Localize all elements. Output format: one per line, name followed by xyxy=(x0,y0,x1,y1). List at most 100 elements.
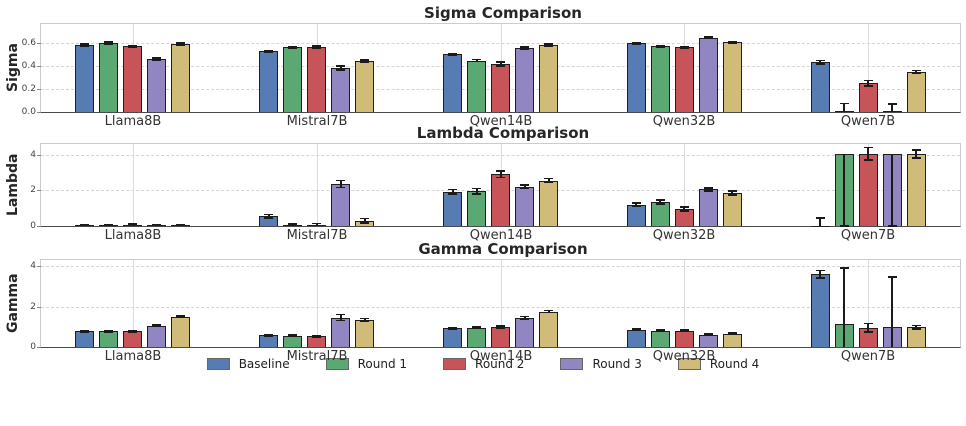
bar xyxy=(443,328,462,347)
error-bar-cap xyxy=(496,61,505,64)
vertical-gridline xyxy=(684,144,685,226)
error-bar-cap xyxy=(912,72,921,75)
error-bar-cap xyxy=(520,184,529,186)
bar xyxy=(331,68,350,112)
error-bar-cap xyxy=(264,213,273,216)
error-bar-cap xyxy=(680,210,689,212)
y-tick-mark xyxy=(37,226,41,227)
horizontal-gridline xyxy=(41,155,960,156)
error-bar-cap xyxy=(176,315,185,317)
bar xyxy=(907,327,926,347)
bar xyxy=(259,51,278,112)
error-bar xyxy=(867,147,869,161)
error-bar xyxy=(731,191,733,195)
error-bar-cap xyxy=(176,44,185,46)
error-bar-cap xyxy=(288,47,297,50)
bar xyxy=(147,58,166,112)
bar xyxy=(699,37,718,112)
y-tick-mark xyxy=(37,43,41,44)
bar xyxy=(515,317,534,347)
error-bar-cap xyxy=(472,58,481,61)
error-bar xyxy=(84,44,86,47)
error-bar xyxy=(316,45,318,48)
bar xyxy=(467,327,486,347)
error-bar-cap xyxy=(312,222,321,225)
y-tick-mark xyxy=(37,112,41,113)
error-bar-cap xyxy=(176,316,185,319)
bar xyxy=(723,333,742,347)
error-bar-cap xyxy=(728,190,737,193)
horizontal-gridline xyxy=(41,307,960,308)
bar xyxy=(627,329,646,347)
legend-label: Round 3 xyxy=(592,357,642,371)
error-bar xyxy=(707,36,709,39)
error-bar xyxy=(707,188,709,191)
bar xyxy=(443,54,462,112)
error-bar-cap xyxy=(104,329,113,332)
error-bar-cap xyxy=(656,330,665,333)
error-bar xyxy=(108,41,110,44)
error-bar-cap xyxy=(632,41,641,44)
error-bar-cap xyxy=(912,69,921,72)
chart-section-lambda: Lambda Comparison Lambda 0 2 4 Llama8B Mistr… xyxy=(0,123,966,243)
error-bar xyxy=(731,41,733,44)
figure: Sigma Comparison Sigma 0.0 0.2 0.4 0.6 Llama… xyxy=(0,4,966,371)
error-bar-cap xyxy=(472,325,481,328)
legend-item: Round 4 xyxy=(677,357,759,371)
error-bar xyxy=(819,60,821,64)
legend-item: Baseline xyxy=(206,357,290,371)
error-bar xyxy=(635,42,637,45)
error-bar-cap xyxy=(128,331,137,333)
error-bar xyxy=(108,224,110,226)
error-bar xyxy=(452,327,454,330)
error-bar xyxy=(156,57,158,60)
error-bar-cap xyxy=(288,45,297,48)
error-bar xyxy=(915,149,917,158)
error-bar-cap xyxy=(656,44,665,47)
legend-item: Round 2 xyxy=(443,357,524,371)
category-label: Qwen32B xyxy=(652,228,716,243)
error-bar-cap xyxy=(288,223,297,225)
error-bar xyxy=(452,53,454,56)
error-bar-cap xyxy=(104,223,113,226)
error-bar-cap xyxy=(496,170,505,172)
error-bar xyxy=(683,46,685,49)
error-bar-cap xyxy=(520,315,529,318)
error-bar xyxy=(548,44,550,47)
bar xyxy=(259,335,278,347)
legend-swatch-round-4 xyxy=(677,358,701,370)
error-bar xyxy=(132,224,134,226)
legend-item: Round 3 xyxy=(560,357,642,371)
bar xyxy=(675,47,694,112)
bar xyxy=(355,319,374,347)
bar xyxy=(811,62,830,112)
error-bar xyxy=(156,324,158,327)
legend-label: Round 1 xyxy=(357,357,408,371)
error-bar-cap xyxy=(472,60,481,63)
error-bar xyxy=(476,59,478,62)
bar xyxy=(539,45,558,112)
legend-swatch-round-1 xyxy=(325,358,349,370)
error-bar-cap xyxy=(360,217,369,220)
error-bar-cap xyxy=(680,206,689,209)
legend-swatch-baseline xyxy=(206,358,230,370)
bar xyxy=(515,48,534,112)
error-bar-cap xyxy=(312,44,321,47)
error-bar-cap xyxy=(448,328,457,330)
error-bar-cap xyxy=(656,329,665,331)
bar xyxy=(99,331,118,347)
error-bar-cap xyxy=(472,193,481,195)
error-bar-cap xyxy=(864,146,873,149)
error-bar xyxy=(268,214,270,218)
error-bar-cap xyxy=(448,326,457,329)
vertical-gridline xyxy=(133,260,134,347)
error-bar xyxy=(915,325,917,329)
error-bar-cap xyxy=(840,267,849,269)
error-bar-cap xyxy=(520,48,529,50)
bar xyxy=(539,180,558,226)
error-bar xyxy=(500,325,502,328)
bar xyxy=(99,42,118,112)
error-bar xyxy=(548,178,550,183)
error-bar-cap xyxy=(152,57,161,59)
error-bar xyxy=(891,104,893,112)
